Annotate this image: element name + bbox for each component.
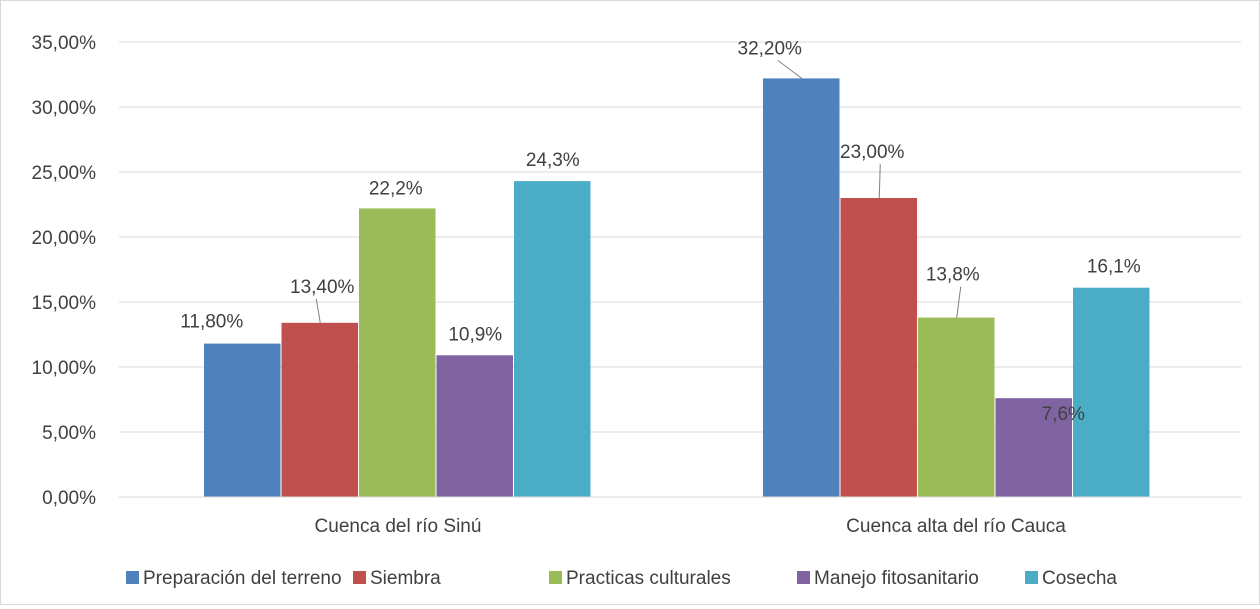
data-label: 10,9% (448, 324, 502, 345)
leader-line (878, 163, 881, 199)
legend: Preparación del terreno Siembra Practicas … (126, 568, 1117, 589)
legend-swatch (1025, 571, 1038, 584)
data-label: 16,1% (1087, 257, 1141, 278)
x-tick-label: Cuenca alta del río Cauca (846, 516, 1066, 537)
leader-line (315, 298, 321, 323)
legend-label: Cosecha (1042, 568, 1117, 589)
legend-item: Manejo fitosanitario (797, 568, 979, 589)
bar (1073, 287, 1150, 497)
y-tick-label: 0,00% (42, 488, 96, 509)
data-label: 7,6% (1042, 404, 1085, 425)
data-label: 23,00% (840, 142, 905, 163)
leader-line (956, 286, 962, 318)
bar (995, 398, 1072, 497)
legend-item: Preparación del terreno (126, 568, 342, 589)
legend-swatch (797, 571, 810, 584)
legend-swatch (126, 571, 139, 584)
legend-item: Siembra (353, 568, 441, 589)
y-axis-tick-labels: 0,00% 5,00% 10,00% 15,00% 20,00% 25,00% 30,00%… (32, 33, 97, 509)
bar (918, 317, 995, 497)
legend-label: Practicas culturales (566, 568, 731, 589)
bar (204, 343, 281, 497)
bar (359, 208, 436, 497)
bar (514, 181, 591, 497)
data-label: 24,3% (526, 150, 580, 171)
data-label: 13,40% (290, 277, 355, 298)
legend-label: Preparación del terreno (143, 568, 342, 589)
bar (436, 355, 513, 497)
y-tick-label: 30,00% (32, 98, 97, 119)
data-label: 13,8% (926, 265, 980, 286)
y-tick-label: 5,00% (42, 423, 96, 444)
legend-label: Siembra (370, 568, 441, 589)
y-tick-label: 35,00% (32, 33, 97, 54)
y-tick-label: 10,00% (32, 358, 97, 379)
x-tick-label: Cuenca del río Sinú (315, 516, 482, 537)
y-tick-label: 25,00% (32, 163, 97, 184)
data-label: 32,20% (738, 38, 803, 59)
y-tick-label: 20,00% (32, 228, 97, 249)
leader-line (777, 60, 803, 79)
y-tick-label: 15,00% (32, 293, 97, 314)
data-label: 22,2% (369, 178, 423, 199)
bars (204, 78, 1150, 498)
x-axis-category-labels: Cuenca del río Sinú Cuenca alta del río C… (315, 516, 1067, 537)
bar (281, 322, 358, 497)
legend-item: Practicas culturales (549, 568, 731, 589)
bar (763, 78, 840, 498)
data-label: 11,80% (180, 312, 243, 333)
data-labels: 11,80% 13,40% 22,2% 10,9% 24,3% 32,20% 23,00% 1… (180, 38, 1141, 425)
legend-swatch (353, 571, 366, 584)
data-label-leader-lines (315, 60, 962, 323)
legend-swatch (549, 571, 562, 584)
legend-item: Cosecha (1025, 568, 1117, 589)
bar (840, 198, 917, 497)
legend-label: Manejo fitosanitario (814, 568, 979, 589)
